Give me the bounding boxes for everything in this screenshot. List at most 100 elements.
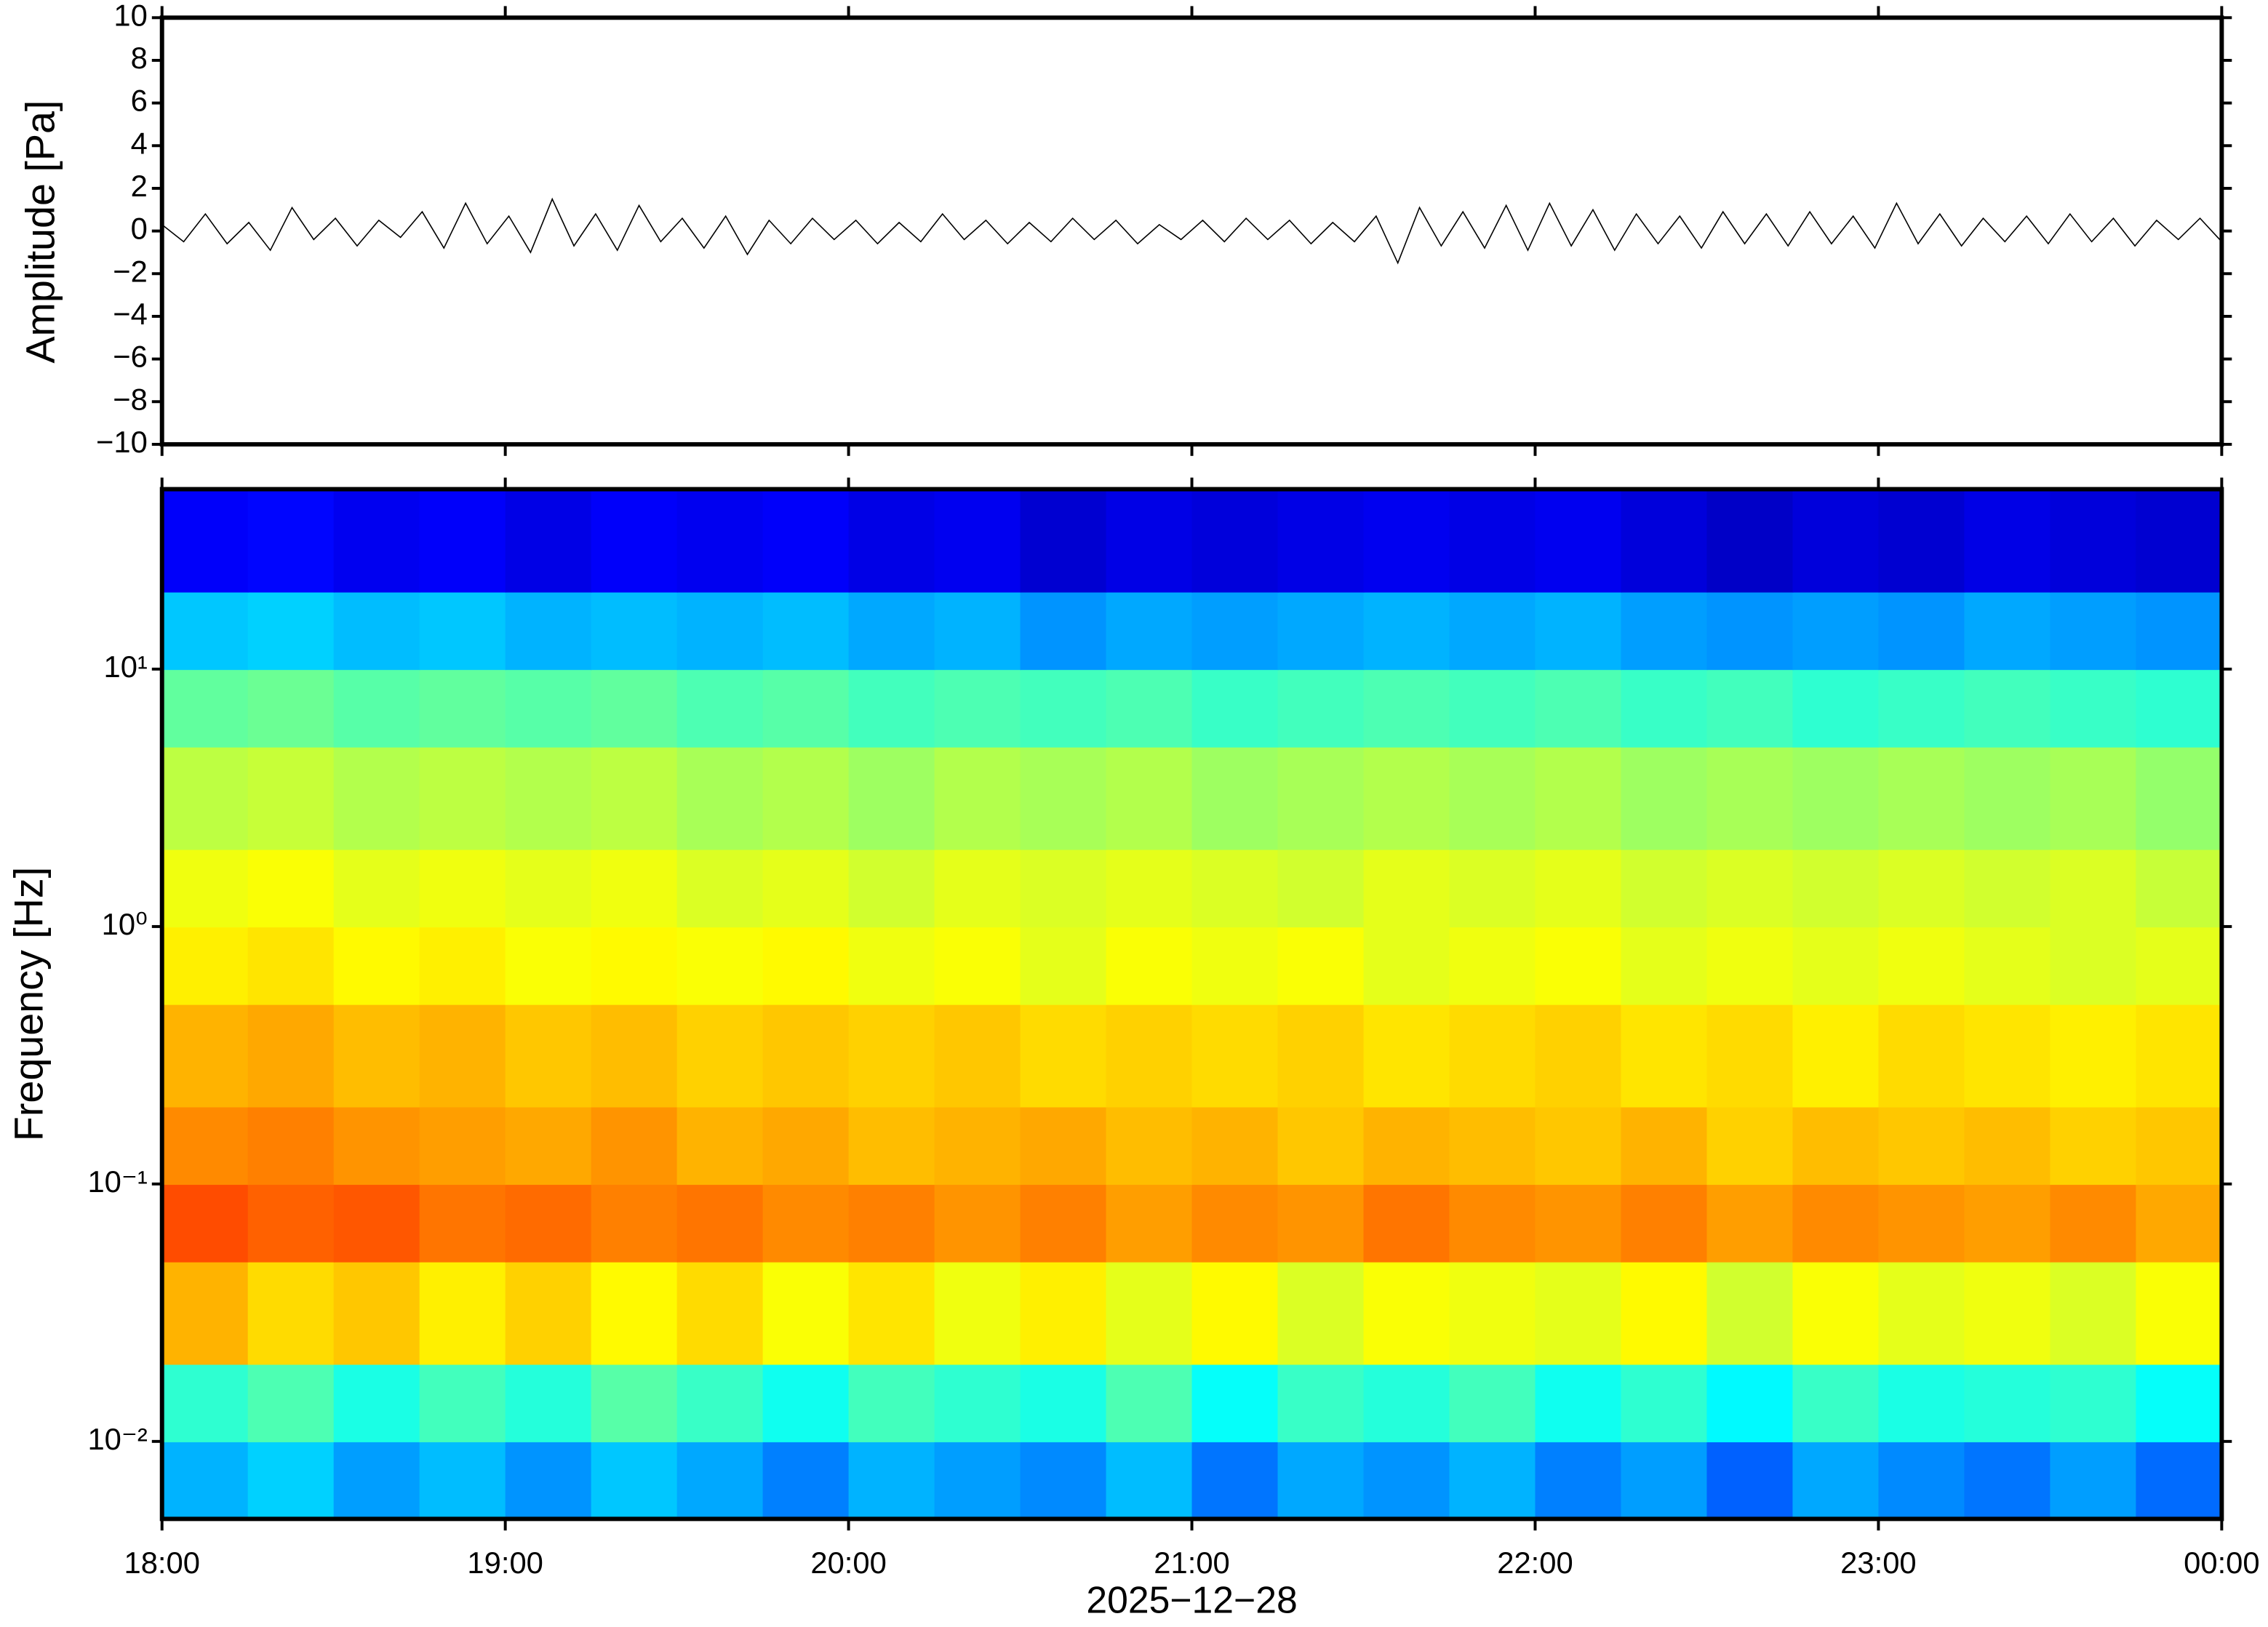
spectrogram-cell	[1964, 668, 2051, 748]
spectrogram-cell	[1449, 1106, 1536, 1186]
spectrogram-cell	[676, 489, 764, 593]
spectrogram-cell	[505, 1364, 592, 1443]
spectrogram-cell	[1964, 1261, 2051, 1365]
spectrogram-cell	[161, 1106, 249, 1186]
spectrogram-cell	[1878, 1106, 1965, 1186]
spectrogram-cell	[161, 1364, 249, 1443]
spectrogram-cell	[1106, 1441, 1193, 1520]
spectrogram-cell	[247, 1441, 335, 1520]
spectrogram-cell	[1277, 1261, 1365, 1365]
spectrogram-cell	[591, 1441, 678, 1520]
spectrogram-cell	[419, 591, 506, 671]
spectrogram-cell	[1878, 926, 1965, 1005]
spectrogram-cell	[1020, 1183, 1107, 1263]
spectrogram-cell	[2050, 1441, 2137, 1520]
y-tick-label: 6	[131, 84, 148, 118]
spectrogram-cell	[1106, 926, 1193, 1005]
spectrogram-cell	[934, 1261, 1021, 1365]
spectrogram-cell	[1706, 1261, 1794, 1365]
spectrogram-cell	[1191, 1261, 1279, 1365]
spectrogram-cell	[333, 1261, 420, 1365]
spectrogram-cell	[762, 1106, 850, 1186]
spectrogram-cell	[2050, 1261, 2137, 1365]
spectrogram-cell	[247, 1004, 335, 1108]
spectrogram-cell	[848, 1106, 935, 1186]
spectrogram-cell	[1020, 1261, 1107, 1365]
spectrogram-cell	[1621, 926, 1708, 1005]
spectrogram-cell	[1106, 591, 1193, 671]
spectrogram-cell	[505, 1441, 592, 1520]
spectrogram-cell	[1792, 668, 1880, 748]
spectrogram-cell	[1363, 1183, 1450, 1263]
spectrogram-cell	[1191, 591, 1279, 671]
spectrogram-cell	[1020, 1364, 1107, 1443]
spectrogram-cell	[934, 1441, 1021, 1520]
spectrogram-cell	[505, 668, 592, 748]
spectrogram-cell	[2050, 926, 2137, 1005]
spectrogram-cell	[1449, 1364, 1536, 1443]
spectrogram-cell	[1878, 1004, 1965, 1108]
spectrogram-cell	[934, 1004, 1021, 1108]
spectrogram-cell	[1792, 489, 1880, 593]
spectrogram-cell	[2136, 1441, 2223, 1520]
spectrogram-cell	[591, 926, 678, 1005]
spectrogram-cell	[505, 746, 592, 850]
spectrogram-cell	[333, 668, 420, 748]
spectrogram-cell	[1191, 1364, 1279, 1443]
spectrogram-cell	[762, 746, 850, 850]
spectrogram-cell	[161, 1004, 249, 1108]
spectrogram-cell	[1106, 1106, 1193, 1186]
spectrogram-cell	[1020, 926, 1107, 1005]
spectrogram-cell	[2050, 668, 2137, 748]
spectrogram-cell	[1106, 746, 1193, 850]
spectrogram-cell	[1191, 489, 1279, 593]
x-tick-label: 19:00	[467, 1546, 543, 1580]
spectrogram-cell	[1964, 1183, 2051, 1263]
spectrogram-cell	[591, 489, 678, 593]
spectrogram-cell	[1449, 926, 1536, 1005]
spectrogram-cell	[1277, 1106, 1365, 1186]
spectrogram-cell	[1964, 489, 2051, 593]
spectrogram-cell	[848, 1004, 935, 1108]
spectrogram-cell	[762, 668, 850, 748]
spectrogram-cell	[505, 849, 592, 928]
spectrogram-cell	[1191, 926, 1279, 1005]
spectrogram-cell	[762, 849, 850, 928]
spectrogram-cell	[1191, 746, 1279, 850]
spectrogram-cell	[848, 1183, 935, 1263]
spectrogram-cell	[2136, 1183, 2223, 1263]
spectrogram-cell	[762, 591, 850, 671]
spectrogram-cell	[247, 926, 335, 1005]
spectrogram-cell	[1535, 926, 1622, 1005]
y-axis-label: Frequency [Hz]	[6, 867, 51, 1141]
spectrogram-cell	[1106, 1364, 1193, 1443]
spectrogram-cell	[161, 668, 249, 748]
spectrogram-cell	[1964, 926, 2051, 1005]
spectrogram-cell	[1706, 1106, 1794, 1186]
spectrogram-cell	[1535, 1106, 1622, 1186]
spectrogram-cell	[1535, 1183, 1622, 1263]
spectrogram-cell	[1020, 591, 1107, 671]
spectrogram-cell	[1621, 1106, 1708, 1186]
spectrogram-cell	[505, 1004, 592, 1108]
spectrogram-cell	[1363, 591, 1450, 671]
spectrogram-cell	[161, 489, 249, 593]
spectrogram-cell	[762, 1261, 850, 1365]
spectrogram-cell	[161, 1261, 249, 1365]
y-tick-label: 10¹	[103, 649, 147, 684]
spectrogram-cell	[1621, 849, 1708, 928]
spectrogram-cell	[1706, 746, 1794, 850]
spectrogram-cell	[1020, 489, 1107, 593]
spectrogram-cell	[2136, 668, 2223, 748]
spectrogram-cell	[333, 849, 420, 928]
spectrogram-cell	[848, 1441, 935, 1520]
spectrogram-cell	[848, 591, 935, 671]
spectrogram-cell	[1191, 668, 1279, 748]
y-tick-label: −4	[113, 297, 148, 331]
spectrogram-cell	[1363, 1106, 1450, 1186]
spectrogram-cell	[1964, 746, 2051, 850]
spectrogram-cell	[1277, 1364, 1365, 1443]
spectrogram-cell	[333, 1183, 420, 1263]
spectrogram-cell	[1792, 1183, 1880, 1263]
spectrogram	[161, 489, 2223, 1520]
